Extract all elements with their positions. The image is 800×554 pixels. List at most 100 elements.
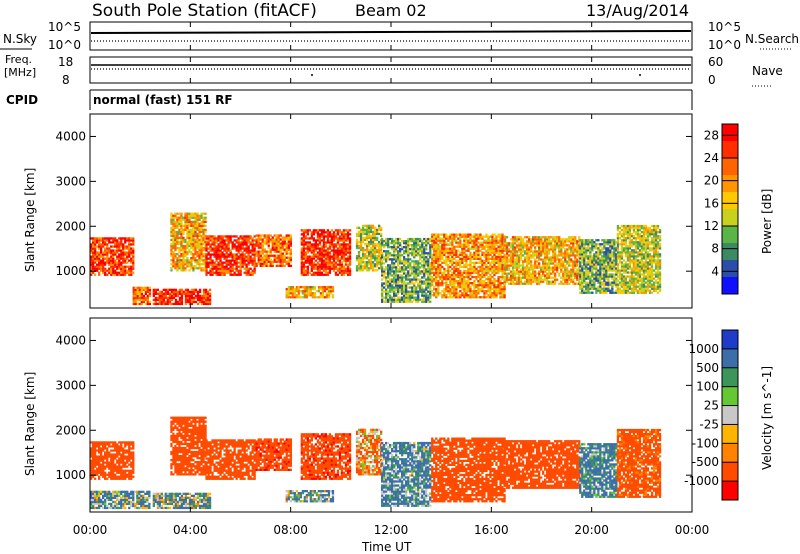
echo-cell	[359, 240, 363, 244]
echo-cell	[344, 267, 348, 270]
echo-cell	[200, 251, 203, 254]
echo-cell	[202, 255, 205, 258]
echo-cell	[415, 300, 418, 303]
echo-cell	[383, 276, 386, 279]
echo-cell	[532, 252, 535, 255]
echo-cell	[576, 278, 579, 281]
echo-cell	[235, 273, 238, 276]
echo-cell	[338, 235, 342, 238]
echo-cell	[459, 243, 462, 246]
echo-cell	[411, 290, 414, 293]
echo-cell	[182, 238, 185, 242]
echo-cell	[376, 236, 379, 240]
echo-cell	[289, 256, 292, 259]
echo-cell	[387, 258, 390, 261]
echo-cell	[208, 288, 212, 291]
echo-cell	[308, 249, 311, 252]
echo-cell	[344, 269, 348, 272]
echo-cell	[243, 235, 246, 238]
echo-cell	[381, 272, 384, 275]
echo-cell	[227, 263, 230, 266]
echo-cell	[219, 237, 222, 240]
echo-cell	[461, 294, 464, 297]
echo-cell	[367, 228, 371, 231]
echo-cell	[574, 242, 577, 245]
echo-cell	[437, 259, 440, 262]
echo-cell	[395, 260, 398, 263]
echo-cell	[178, 267, 181, 270]
echo-cell	[323, 296, 327, 299]
echo-cell	[320, 231, 324, 234]
echo-cell	[239, 249, 242, 252]
echo-cell	[401, 278, 404, 281]
echo-cell	[483, 259, 486, 262]
echo-cell	[546, 246, 549, 249]
echo-cell	[579, 239, 582, 242]
echo-cell	[576, 264, 579, 267]
echo-cell	[483, 245, 486, 248]
echo-cell	[443, 290, 446, 293]
echo-cell	[267, 244, 270, 247]
echo-cell	[287, 286, 290, 289]
echo-cell	[202, 269, 205, 272]
echo-cell	[383, 250, 386, 253]
echo-cell	[397, 254, 400, 257]
echo-cell	[323, 290, 327, 293]
echo-cell	[344, 245, 348, 248]
echo-cell	[102, 263, 105, 266]
echo-cell	[507, 254, 511, 257]
echo-cell	[560, 280, 563, 283]
echo-cell	[415, 244, 418, 247]
echo-cell	[174, 214, 177, 217]
echo-cell	[295, 286, 298, 289]
echo-cell	[566, 262, 569, 265]
echo-cell	[184, 292, 188, 295]
echo-cell	[443, 269, 446, 273]
echo-cell	[530, 240, 533, 243]
echo-cell	[383, 270, 386, 273]
echo-cell	[308, 247, 311, 250]
echo-cell	[122, 245, 125, 248]
echo-cell	[481, 290, 484, 293]
echo-cell	[208, 296, 212, 300]
echo-cell	[587, 241, 590, 244]
echo-cell	[489, 279, 492, 283]
echo-cell	[546, 238, 549, 241]
echo-cell	[176, 261, 179, 264]
echo-cell	[387, 284, 390, 287]
echo-cell	[269, 254, 272, 257]
echo-cell	[188, 300, 192, 304]
echo-cell	[310, 237, 313, 240]
echo-cell	[373, 232, 377, 236]
echo-cell	[348, 239, 352, 242]
echo-cell	[435, 277, 438, 281]
echo-cell	[209, 235, 212, 238]
echo-cell	[415, 240, 418, 243]
echo-cell	[122, 273, 125, 276]
echo-cell	[239, 271, 242, 274]
echo-cell	[178, 236, 181, 240]
echo-cell	[467, 263, 470, 267]
echo-cell	[415, 288, 418, 291]
echo-cell	[511, 254, 515, 257]
echo-cell	[528, 268, 531, 271]
echo-cell	[519, 282, 523, 285]
echo-cell	[521, 262, 525, 265]
echo-cell	[293, 288, 296, 291]
echo-cell	[348, 259, 352, 262]
echo-cell	[340, 267, 344, 270]
echo-cell	[186, 242, 189, 246]
echo-cell	[387, 274, 390, 277]
echo-cell	[300, 237, 303, 240]
echo-cell	[209, 267, 212, 270]
echo-cell	[585, 265, 588, 268]
echo-cell	[405, 276, 408, 279]
echo-cell	[361, 251, 365, 254]
echo-cell	[387, 294, 390, 297]
echo-cell	[265, 242, 268, 245]
echo-cell	[98, 247, 101, 250]
echo-cell	[367, 251, 371, 254]
echo-cell	[198, 265, 201, 268]
echo-cell	[389, 288, 392, 291]
echo-cell	[453, 292, 456, 295]
